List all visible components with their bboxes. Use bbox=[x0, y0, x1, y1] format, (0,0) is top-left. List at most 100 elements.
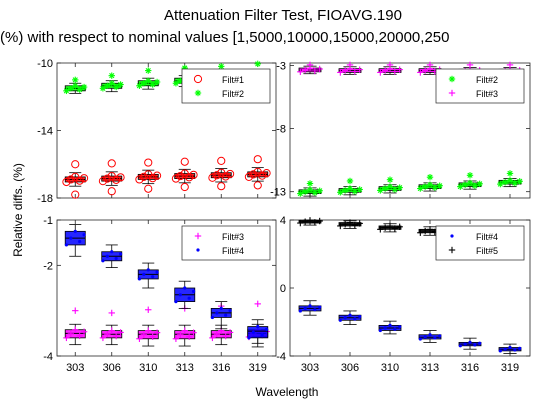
data-point bbox=[388, 323, 392, 327]
data-point bbox=[82, 233, 86, 237]
data-point bbox=[149, 81, 156, 88]
data-point bbox=[501, 179, 509, 186]
data-point bbox=[436, 182, 443, 189]
y-tick-label: 4 bbox=[280, 215, 286, 227]
legend-box bbox=[435, 68, 525, 104]
data-point bbox=[396, 184, 403, 191]
data-point bbox=[356, 66, 363, 73]
data-point bbox=[78, 239, 82, 244]
data-point bbox=[103, 174, 112, 183]
data-point bbox=[136, 82, 143, 89]
data-point bbox=[145, 77, 152, 84]
data-point bbox=[381, 67, 389, 74]
box-316 bbox=[210, 301, 232, 330]
data-point bbox=[185, 333, 193, 340]
data-point bbox=[311, 67, 319, 75]
data-point bbox=[301, 66, 309, 74]
data-point bbox=[473, 343, 477, 347]
data-point bbox=[337, 222, 344, 230]
data-point bbox=[391, 68, 399, 75]
outlier-point bbox=[71, 190, 80, 199]
data-point bbox=[221, 172, 230, 181]
data-point bbox=[63, 334, 70, 342]
y-tick-label: -3 bbox=[276, 61, 286, 73]
data-point bbox=[104, 82, 111, 89]
data-point bbox=[66, 175, 75, 184]
legend-box bbox=[181, 68, 271, 104]
data-point bbox=[116, 173, 125, 182]
data-point bbox=[377, 69, 384, 76]
data-point bbox=[219, 306, 223, 310]
data-point bbox=[251, 330, 255, 334]
y-tick-label: -14 bbox=[37, 126, 53, 138]
box-303 bbox=[63, 76, 88, 95]
data-point bbox=[151, 275, 155, 279]
data-point bbox=[377, 226, 384, 233]
data-point bbox=[351, 188, 359, 195]
data-point bbox=[80, 328, 88, 335]
data-point bbox=[337, 69, 344, 76]
outlier-point bbox=[145, 67, 152, 74]
data-point bbox=[67, 330, 75, 337]
data-point bbox=[511, 179, 519, 187]
data-point bbox=[225, 169, 235, 179]
box-313 bbox=[418, 330, 442, 343]
data-point bbox=[153, 329, 161, 336]
x-tick-label: 313 bbox=[176, 362, 194, 374]
box-306 bbox=[101, 244, 123, 269]
data-point bbox=[426, 226, 434, 233]
outlier-point bbox=[71, 160, 80, 169]
box-303 bbox=[62, 160, 89, 199]
box-319 bbox=[244, 155, 271, 190]
data-point bbox=[381, 224, 389, 231]
legend-marker bbox=[448, 75, 456, 83]
data-point bbox=[417, 185, 424, 192]
data-point bbox=[228, 309, 232, 313]
legend-marker bbox=[194, 232, 202, 240]
y-tick-label: -10 bbox=[37, 58, 53, 70]
outlier-point bbox=[346, 61, 354, 69]
outlier-point bbox=[180, 182, 189, 192]
box-319 bbox=[498, 343, 522, 354]
outlier-point bbox=[180, 157, 189, 166]
data-point bbox=[337, 189, 344, 196]
box-310 bbox=[377, 61, 403, 76]
box-303 bbox=[298, 300, 322, 316]
data-point bbox=[152, 171, 162, 180]
legend-label: Filt#1 bbox=[222, 75, 244, 85]
data-point bbox=[513, 348, 517, 352]
data-point bbox=[478, 341, 482, 345]
data-point bbox=[498, 349, 502, 353]
data-point bbox=[383, 326, 387, 330]
box-313 bbox=[174, 280, 196, 309]
data-point bbox=[297, 219, 304, 227]
data-point bbox=[508, 345, 512, 350]
data-point bbox=[398, 325, 402, 329]
outlier-point bbox=[217, 156, 226, 165]
legend: Filt#1 Filt#2 bbox=[181, 68, 271, 104]
data-point bbox=[112, 175, 121, 184]
box-316 bbox=[209, 302, 234, 346]
data-point bbox=[343, 316, 347, 320]
data-point bbox=[396, 223, 403, 230]
outlier-point bbox=[426, 61, 434, 69]
data-point bbox=[418, 337, 422, 341]
outlier-point bbox=[386, 61, 394, 69]
data-point bbox=[244, 172, 254, 182]
box-iqr bbox=[247, 326, 269, 339]
outlier-point bbox=[346, 177, 354, 185]
legend-label: Filt#4 bbox=[476, 232, 498, 242]
data-point bbox=[260, 333, 264, 337]
x-tick-label: 310 bbox=[381, 362, 399, 374]
legend-marker bbox=[194, 89, 202, 97]
box-306 bbox=[337, 61, 363, 76]
box-303 bbox=[297, 180, 323, 197]
outlier-point bbox=[217, 182, 226, 191]
data-point bbox=[226, 329, 234, 336]
data-point bbox=[391, 225, 399, 232]
outlier-point bbox=[145, 306, 152, 313]
data-point bbox=[176, 171, 185, 181]
data-point bbox=[189, 170, 198, 179]
box-313 bbox=[417, 173, 443, 192]
data-point bbox=[62, 177, 71, 187]
